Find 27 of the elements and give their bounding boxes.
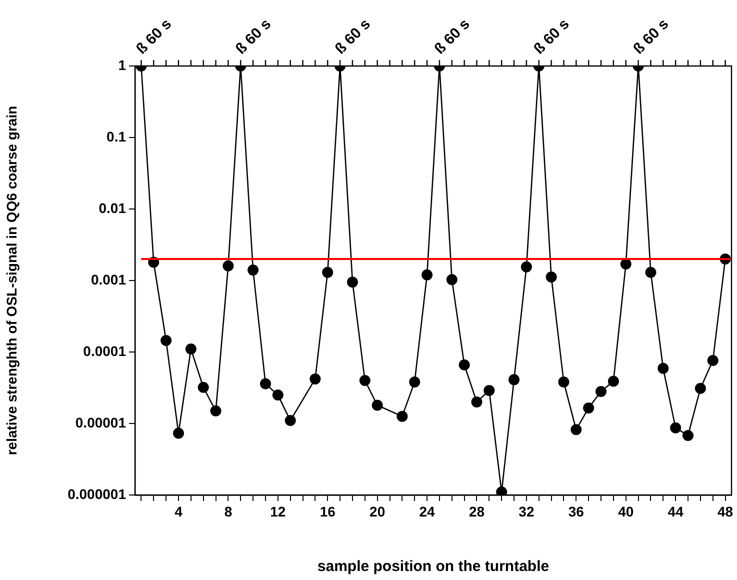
annotation: ß 60 s — [232, 16, 274, 58]
y-tick-label: 1 — [118, 56, 126, 73]
y-tick-label: 0.01 — [98, 200, 126, 216]
x-tick-label: 12 — [270, 503, 286, 520]
x-tick-label: 24 — [419, 503, 436, 520]
x-tick-label: 16 — [320, 503, 336, 520]
annotation: ß 60 s — [332, 16, 374, 58]
x-tick-label: 28 — [468, 503, 485, 520]
annotation: ß 60 s — [431, 16, 474, 58]
x-tick-label: 36 — [568, 503, 584, 520]
x-tick-label: 8 — [224, 503, 232, 520]
annotation: ß 60 s — [630, 16, 672, 58]
x-tick-label: 4 — [174, 503, 183, 520]
x-axis-title: sample position on the turntable — [317, 558, 550, 576]
annotation: ß 60 s — [132, 16, 176, 58]
y-tick-label: 0.001 — [90, 271, 126, 288]
x-tick-label: 32 — [518, 503, 534, 520]
y-tick-label: 0.000001 — [68, 486, 126, 502]
annotation: ß 60 s — [530, 16, 573, 58]
y-tick-label: 0.00001 — [75, 414, 126, 430]
x-tick-label: 20 — [370, 503, 386, 520]
x-tick-label: 48 — [717, 503, 734, 520]
x-tick-label: 44 — [668, 503, 684, 520]
y-tick-label: 0.0001 — [83, 342, 126, 359]
x-tick-label: 40 — [618, 503, 634, 520]
y-axis-title: relative strenghth of OSL-signal in QQ6 coarse grain — [3, 106, 20, 456]
y-tick-label: 0.1 — [106, 128, 126, 144]
